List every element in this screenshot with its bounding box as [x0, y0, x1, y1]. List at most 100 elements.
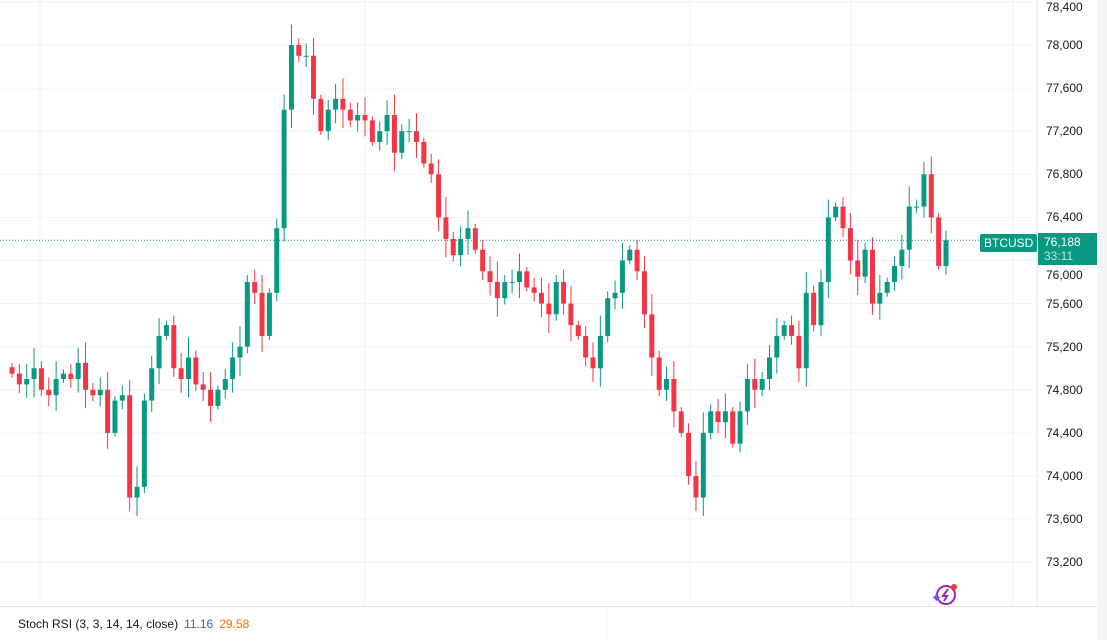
candle-body	[766, 357, 772, 380]
candle-body	[774, 335, 780, 358]
candle-body	[237, 346, 243, 358]
candle-body	[649, 314, 655, 358]
candle-body	[715, 411, 721, 423]
candle-body	[487, 271, 493, 283]
candle-body	[605, 298, 611, 336]
candle-body	[847, 228, 853, 261]
candle-body	[105, 389, 111, 433]
candle-body	[163, 325, 169, 336]
candle-body	[730, 411, 736, 444]
candle-body	[825, 217, 831, 283]
candle-body	[9, 367, 15, 374]
candle-body	[274, 228, 280, 293]
candle-body	[759, 379, 765, 390]
candle-body	[811, 292, 817, 326]
price-tick: 76,800	[1046, 167, 1083, 182]
candle-body	[119, 395, 125, 401]
candle-body	[803, 292, 809, 369]
candle-body	[112, 400, 118, 433]
candle-body	[700, 432, 706, 498]
last-price: 76,188	[1044, 235, 1081, 249]
candle-body	[818, 282, 824, 326]
candle-body	[597, 335, 603, 369]
candle-body	[259, 292, 265, 336]
candle-body	[899, 249, 905, 266]
price-tick: 77,600	[1046, 81, 1083, 96]
candle-body	[509, 282, 515, 284]
candle-body	[472, 228, 478, 250]
candle-body	[303, 55, 309, 57]
candle-body	[391, 115, 397, 153]
candle-body	[281, 109, 287, 229]
candle-body	[406, 131, 412, 133]
candle-body	[266, 292, 272, 336]
candle-body	[413, 131, 419, 142]
candle-body	[333, 98, 339, 110]
candle-body	[531, 287, 537, 293]
candle-body	[369, 120, 375, 142]
candle-body	[641, 271, 647, 315]
indicator-legend[interactable]: Stoch RSI (3, 3, 14, 14, close) 11.16 29.5…	[18, 617, 249, 631]
candle-body	[252, 282, 258, 293]
price-tick: 73,200	[1046, 555, 1083, 570]
candle-body	[318, 98, 324, 132]
candle-body	[141, 400, 147, 487]
candle-body	[568, 303, 574, 326]
candle-body	[619, 260, 625, 293]
candle-body	[97, 389, 103, 396]
lightning-assistant-icon[interactable]	[930, 582, 960, 608]
candle-body	[46, 389, 52, 396]
candle-body	[590, 357, 596, 369]
candle-body	[171, 325, 177, 369]
price-tick: 74,000	[1046, 469, 1083, 483]
candle-body	[288, 45, 294, 110]
candle-body	[149, 368, 155, 401]
candle-body	[656, 357, 662, 390]
candle-body	[296, 45, 302, 56]
k-value: 11.16	[184, 617, 214, 631]
price-tick: 75,200	[1046, 339, 1083, 354]
candle-body	[362, 115, 368, 121]
candle-body	[31, 368, 37, 380]
candle-body	[83, 362, 89, 390]
candle-body	[936, 217, 942, 266]
candle-body	[686, 432, 692, 476]
candle-body	[502, 282, 508, 299]
scrollbar[interactable]	[1097, 0, 1107, 640]
candle-body	[16, 373, 22, 385]
candle-body	[869, 249, 875, 304]
candle-body	[840, 206, 846, 229]
price-tick: 78,000	[1046, 38, 1083, 52]
candle-body	[627, 249, 633, 261]
price-tick: 74,400	[1046, 425, 1083, 440]
candle-body	[347, 109, 353, 121]
candle-body	[722, 411, 728, 423]
candle-body	[384, 115, 390, 132]
candle-body	[737, 411, 743, 444]
candle-body	[421, 141, 427, 164]
stoch-rsi-pane[interactable]: Stoch RSI (3, 3, 14, 14, close) 11.16 29.5…	[0, 606, 1097, 641]
candle-body	[634, 249, 640, 272]
candle-body	[524, 271, 530, 288]
candle-body	[186, 357, 192, 380]
candle-body	[884, 282, 890, 293]
candle-body	[664, 379, 670, 390]
candle-body	[480, 249, 486, 272]
candle-body	[561, 282, 567, 304]
candle-body	[193, 357, 199, 385]
candle-body	[892, 265, 898, 283]
bar-countdown: 33:11	[1044, 249, 1074, 263]
candle-body	[458, 238, 464, 256]
candle-body	[553, 282, 559, 315]
candle-body	[855, 260, 861, 277]
candle-body	[443, 217, 449, 239]
candle-body	[244, 282, 250, 347]
candle-body	[914, 206, 920, 208]
candle-body	[75, 362, 81, 380]
candle-body	[200, 384, 206, 390]
candle-body	[539, 292, 545, 304]
candle-body	[693, 476, 699, 498]
candle-body	[583, 335, 589, 358]
candle-body	[340, 98, 346, 110]
